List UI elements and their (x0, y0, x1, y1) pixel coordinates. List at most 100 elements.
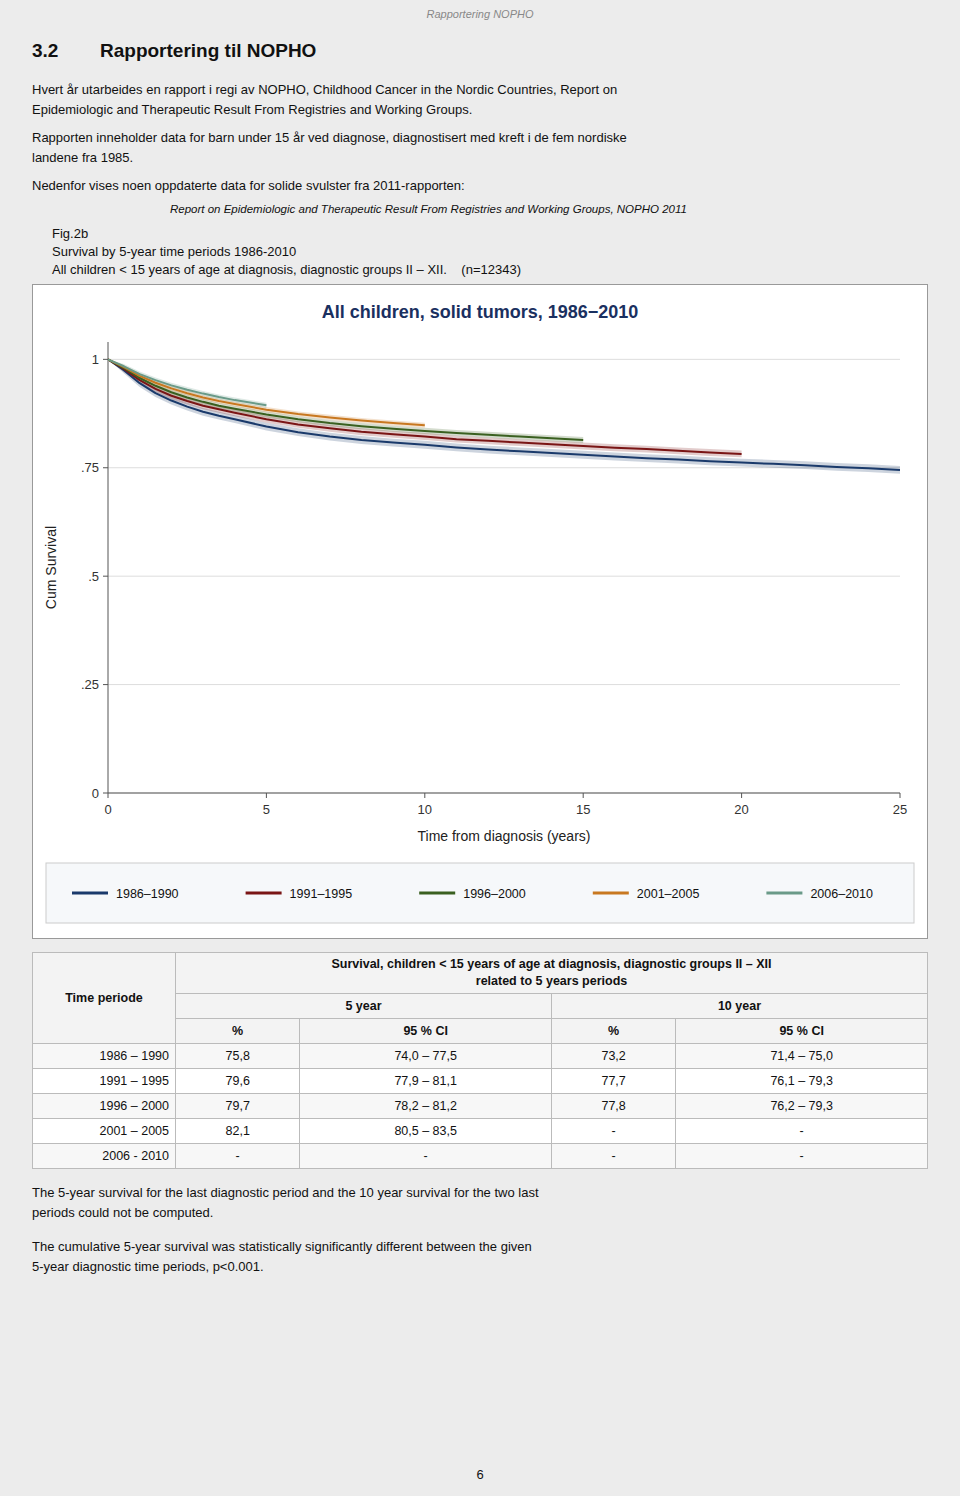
y-tick (103, 359, 108, 360)
table-column-header: 95 % CI (300, 1019, 552, 1044)
x-tick (108, 793, 109, 798)
page-number: 6 (0, 1467, 960, 1482)
table-row: 1986 – 199075,874,0 – 77,573,271,4 – 75,… (33, 1044, 928, 1069)
legend-label: 1991–1995 (290, 887, 353, 901)
grid-line (108, 576, 900, 577)
table-cell: 79,7 (176, 1094, 300, 1119)
section-number: 3.2 (32, 40, 58, 62)
table-subheader: 10 year (551, 994, 927, 1019)
table-cell: 1991 – 1995 (33, 1069, 176, 1094)
survival-line (108, 359, 900, 470)
table-row: 1996 – 200079,778,2 – 81,277,876,2 – 79,… (33, 1094, 928, 1119)
table-cell: 71,4 – 75,0 (676, 1044, 928, 1069)
legend-label: 1996–2000 (463, 887, 526, 901)
table-row: 2001 – 200582,180,5 – 83,5-- (33, 1119, 928, 1144)
x-tick-label: 0 (104, 802, 111, 817)
table-cell: 82,1 (176, 1119, 300, 1144)
table-cell: 2001 – 2005 (33, 1119, 176, 1144)
table-cell: 1996 – 2000 (33, 1094, 176, 1119)
table-column-header: % (176, 1019, 300, 1044)
table-cell: - (676, 1144, 928, 1169)
survival-line (108, 359, 266, 405)
table-cell: - (676, 1119, 928, 1144)
page-header: Rapportering NOPHO (0, 8, 960, 20)
survival-line (108, 359, 742, 454)
x-tick-label: 15 (576, 802, 590, 817)
x-tick (900, 793, 901, 798)
table-header-row: Time periodeSurvival, children < 15 year… (33, 953, 928, 994)
table-cell: 76,2 – 79,3 (676, 1094, 928, 1119)
table-row: 2006 - 2010---- (33, 1144, 928, 1169)
reference: Report on Epidemiologic and Therapeutic … (170, 203, 687, 215)
table-cell: 75,8 (176, 1044, 300, 1069)
chart: All children, solid tumors, 1986−20100.2… (32, 284, 928, 939)
figure-label: Fig.2b (52, 224, 88, 244)
footer-text: The cumulative 5-year survival was stati… (32, 1237, 928, 1277)
y-tick (103, 576, 108, 577)
table-column-header: 95 % CI (676, 1019, 928, 1044)
legend-swatch (246, 892, 282, 895)
ci-band (108, 359, 900, 473)
legend-swatch (72, 892, 108, 895)
legend-label: 2006–2010 (810, 887, 873, 901)
table-cell: 2006 - 2010 (33, 1144, 176, 1169)
y-axis-label: Cum Survival (43, 526, 59, 609)
table-cell: 79,6 (176, 1069, 300, 1094)
page: Rapportering NOPHO 3.2 Rapportering til NO… (0, 0, 960, 1496)
y-tick (103, 467, 108, 468)
x-tick (741, 793, 742, 798)
y-tick-label: .75 (81, 460, 99, 475)
chart-frame (33, 285, 928, 939)
table: Time periodeSurvival, children < 15 year… (32, 952, 928, 1169)
table-cell: 78,2 – 81,2 (300, 1094, 552, 1119)
plot-data (108, 359, 900, 473)
grid-line (108, 359, 900, 360)
table-cell: - (551, 1144, 675, 1169)
table-row: 1991 – 199579,677,9 – 81,177,776,1 – 79,… (33, 1069, 928, 1094)
grid-line (108, 684, 900, 685)
figure-subtitle: Survival by 5-year time periods 1986-201… (52, 242, 296, 262)
y-tick-label: 1 (92, 352, 99, 367)
table-section: Time periodeSurvival, children < 15 year… (32, 952, 928, 1277)
x-tick-label: 10 (418, 802, 432, 817)
chart-title: All children, solid tumors, 1986−2010 (322, 302, 639, 322)
chart-container: All children, solid tumors, 1986−20100.2… (32, 284, 928, 939)
legend: 1986–1990 1991–1995 1996–2000 2001–2005 2006… (46, 863, 914, 923)
y-tick-label: 0 (92, 786, 99, 801)
table-cell: 77,7 (551, 1069, 675, 1094)
table-column-header: % (551, 1019, 675, 1044)
x-tick (424, 793, 425, 798)
paragraph: Hvert år utarbeides en rapport i regi av… (32, 80, 932, 120)
table-cell: 74,0 – 77,5 (300, 1044, 552, 1069)
figure-subtitle: All children < 15 years of age at diagno… (52, 260, 521, 280)
y-axis (108, 342, 109, 793)
legend-label: 2001–2005 (637, 887, 700, 901)
y-tick (103, 793, 108, 794)
table-subheader: 5 year (176, 994, 552, 1019)
table-header: Time periode (33, 953, 176, 1044)
paragraph: Nedenfor vises noen oppdaterte data for … (32, 176, 932, 196)
survival-line (108, 359, 425, 425)
legend-swatch (419, 892, 455, 895)
x-tick (583, 793, 584, 798)
table-cell: - (300, 1144, 552, 1169)
y-tick (103, 684, 108, 685)
y-tick-label: .5 (88, 569, 99, 584)
table-cell: - (551, 1119, 675, 1144)
table-cell: 1986 – 1990 (33, 1044, 176, 1069)
grid-line (108, 793, 900, 794)
x-tick-label: 25 (893, 802, 907, 817)
legend-box (46, 863, 914, 923)
table-cell: 73,2 (551, 1044, 675, 1069)
table-cell: 76,1 – 79,3 (676, 1069, 928, 1094)
x-axis-label: Time from diagnosis (years) (418, 828, 591, 844)
section-title: Rapportering til NOPHO (100, 40, 316, 62)
table-cell: 77,9 – 81,1 (300, 1069, 552, 1094)
legend-swatch (593, 892, 629, 895)
legend-swatch (766, 892, 802, 895)
x-tick (266, 793, 267, 798)
footer-text: The 5-year survival for the last diagnos… (32, 1183, 928, 1223)
table-header: Survival, children < 15 years of age at … (176, 953, 928, 994)
legend-label: 1986–1990 (116, 887, 179, 901)
survival-line (108, 359, 583, 440)
